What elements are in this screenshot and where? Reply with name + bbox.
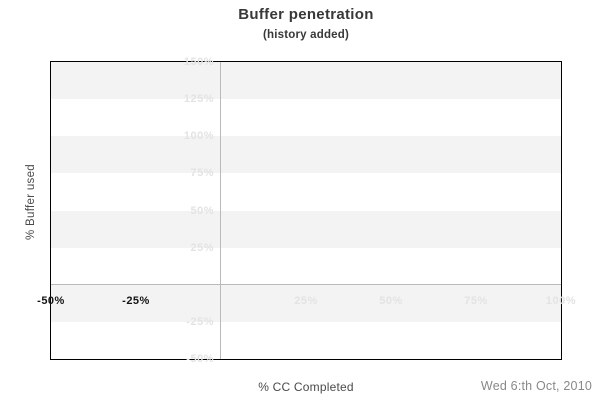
x-tick-label: 25% (294, 294, 318, 307)
x-tick-label: -50% (37, 294, 65, 307)
y-grid-band (51, 210, 561, 248)
y-axis-title: % Buffer used (25, 164, 37, 240)
footer-date: Wed 6:th Oct, 2010 (480, 379, 592, 393)
y-tick-label: 150% (183, 56, 214, 68)
y-tick-label: -50% (186, 353, 214, 365)
y-grid-band (51, 62, 561, 100)
y-grid-band (51, 136, 561, 174)
y-tick-label: 50% (190, 204, 214, 217)
chart-subtitle: (history added) (262, 29, 350, 41)
x-tick-label: 100% (545, 294, 577, 307)
y-tick-label: -25% (186, 315, 214, 328)
x-axis-title: % CC Completed (258, 380, 354, 394)
x-zero-gridline (220, 62, 222, 359)
y-tick-label: 100% (183, 130, 214, 143)
x-tick-label: -25% (122, 294, 150, 307)
y-zero-gridline (51, 284, 561, 286)
y-tick-label: 125% (183, 93, 214, 106)
plot-area: 150% 125% 100% 75% 50% 25% -25% -50% -50% -25% 25%… (37, 56, 575, 365)
x-tick-label: 75% (464, 294, 488, 307)
y-tick-label: 75% (190, 167, 214, 180)
y-grid-band (51, 284, 561, 322)
y-tick-label: 25% (190, 241, 214, 254)
chart-title: Buffer penetration (238, 6, 374, 23)
x-tick-label: 50% (379, 294, 403, 307)
